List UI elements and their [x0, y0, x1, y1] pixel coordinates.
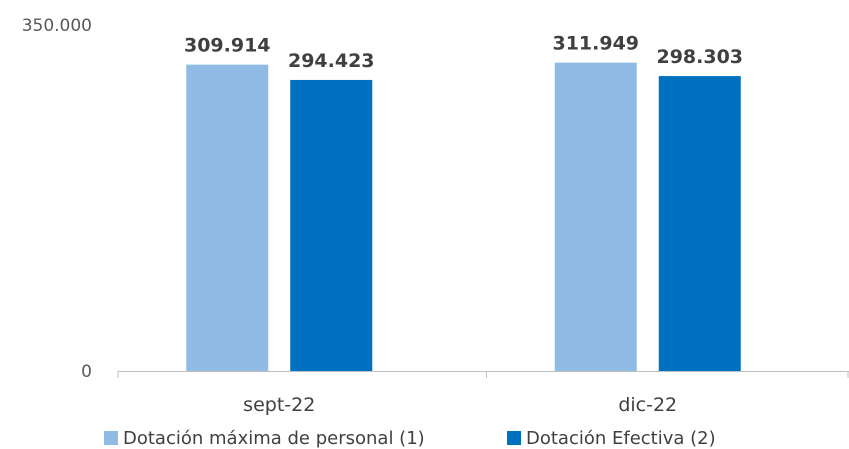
bar-sept-22-series-2 — [290, 79, 373, 371]
x-category-label: dic-22 — [618, 394, 677, 416]
data-label: 309.914 — [184, 35, 271, 57]
data-label: 311.949 — [552, 33, 639, 55]
legend-swatch — [104, 431, 118, 445]
legend-label: Dotación Efectiva (2) — [526, 428, 716, 449]
y-axis-ticks: 0 350.000 — [22, 16, 92, 382]
data-labels: 309.914 294.423 311.949 298.303 — [184, 33, 743, 72]
data-label: 298.303 — [656, 46, 743, 68]
legend-label: Dotación máxima de personal (1) — [123, 428, 425, 449]
data-label: 294.423 — [288, 50, 375, 72]
x-axis-tick-marks — [117, 371, 849, 378]
x-category-label: sept-22 — [243, 394, 315, 416]
x-axis-categories: sept-22 dic-22 — [243, 394, 677, 416]
bar-dic-22-series-1 — [554, 62, 637, 372]
y-tick-label: 0 — [81, 362, 92, 382]
legend-swatch — [507, 431, 521, 445]
legend: Dotación máxima de personal (1) Dotación … — [104, 428, 716, 449]
bar-sept-22-series-1 — [186, 64, 269, 372]
bars — [186, 62, 741, 372]
bar-dic-22-series-2 — [658, 76, 741, 372]
y-tick-label: 350.000 — [22, 16, 92, 36]
